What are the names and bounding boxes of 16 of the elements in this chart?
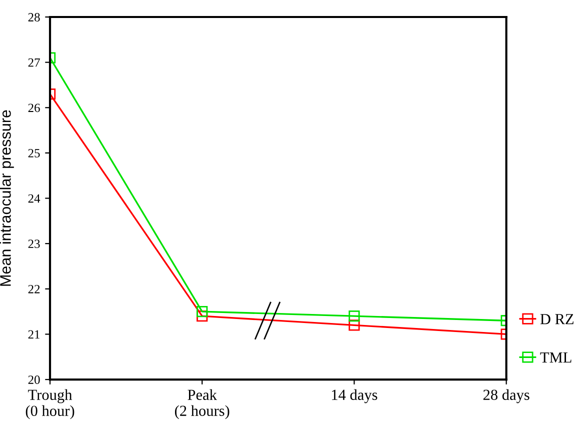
x-tick-label: 28 days	[483, 389, 530, 404]
y-tick-label: 25	[28, 149, 40, 158]
y-tick-label: 22	[28, 284, 40, 294]
y-tick-label: 27	[28, 58, 40, 67]
x-tick-label: Peak (2 hours)	[174, 389, 230, 420]
y-tick-label: 20	[28, 376, 40, 384]
y-tick-label: 26	[28, 104, 40, 112]
legend-label: TML	[540, 352, 572, 363]
y-tick-label: 24	[28, 194, 40, 203]
y-tick-label: 23	[28, 240, 40, 248]
x-tick-label: 14 days	[332, 389, 378, 404]
y-tick-label: 21	[28, 330, 40, 339]
x-tick-label: Trough (0 hour)	[26, 389, 74, 420]
y-axis-title: Mean intraocular pressure	[0, 110, 14, 286]
legend-label: D RZ	[540, 314, 574, 324]
y-tick-label: 28	[28, 13, 40, 22]
